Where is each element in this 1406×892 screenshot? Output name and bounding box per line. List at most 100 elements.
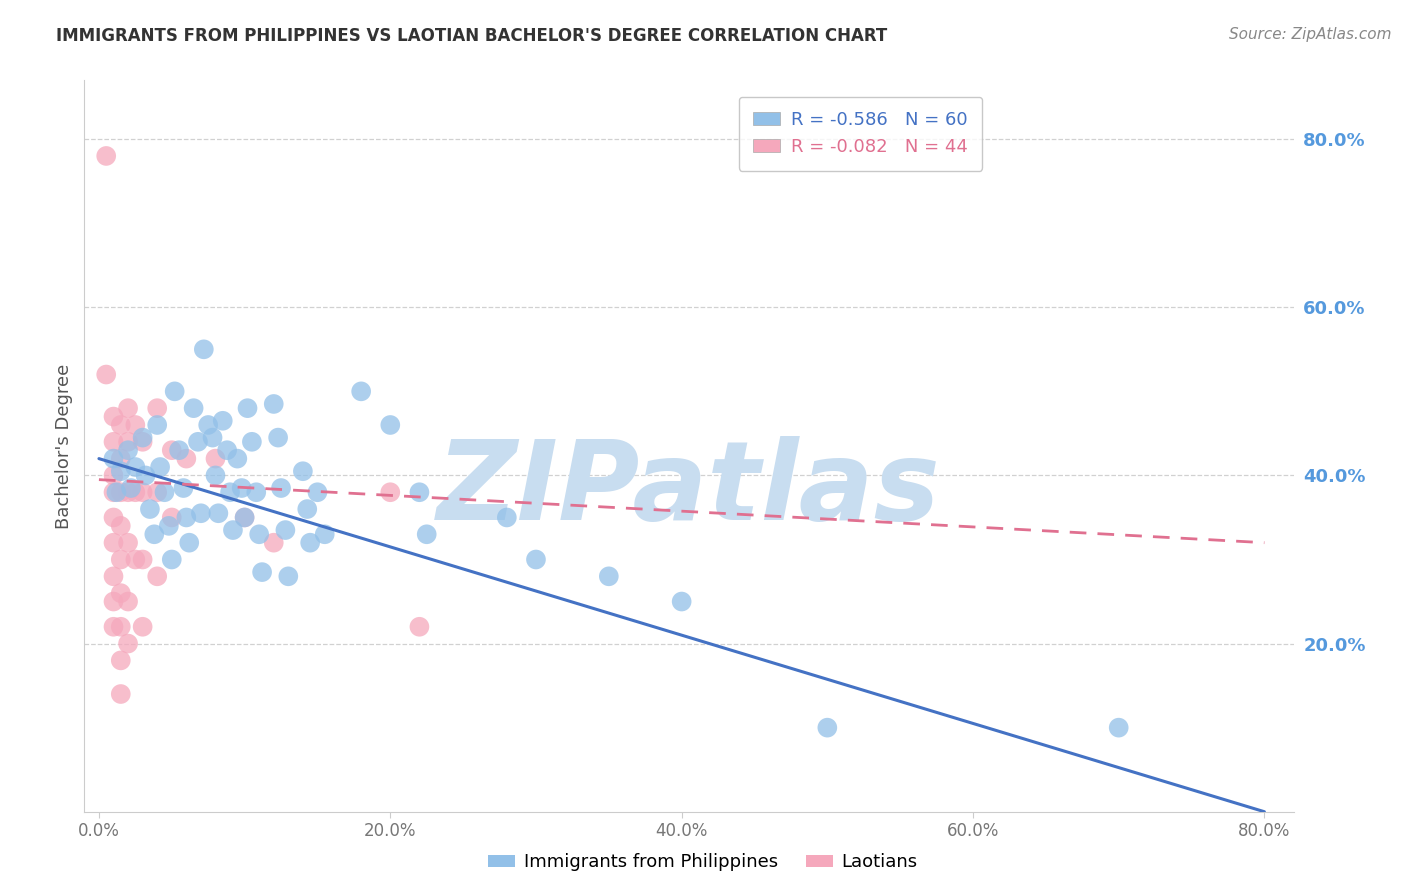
Point xyxy=(495,510,517,524)
Point xyxy=(96,368,118,382)
Point xyxy=(110,653,132,667)
Point xyxy=(124,485,146,500)
Point xyxy=(219,485,242,500)
Point xyxy=(103,409,125,424)
Point xyxy=(350,384,373,399)
Point xyxy=(291,464,314,478)
Point xyxy=(270,481,292,495)
Point xyxy=(250,565,273,579)
Point xyxy=(415,527,437,541)
Point xyxy=(117,535,139,549)
Point xyxy=(380,485,402,500)
Point xyxy=(117,636,139,650)
Point xyxy=(179,535,201,549)
Point xyxy=(172,481,194,495)
Point xyxy=(103,535,125,549)
Text: IMMIGRANTS FROM PHILIPPINES VS LAOTIAN BACHELOR'S DEGREE CORRELATION CHART: IMMIGRANTS FROM PHILIPPINES VS LAOTIAN B… xyxy=(56,27,887,45)
Point xyxy=(153,485,176,500)
Point xyxy=(408,620,430,634)
Point xyxy=(160,510,183,524)
Point xyxy=(110,687,132,701)
Point xyxy=(103,569,125,583)
Point xyxy=(143,527,166,541)
Point xyxy=(815,721,838,735)
Text: Source: ZipAtlas.com: Source: ZipAtlas.com xyxy=(1229,27,1392,42)
Point xyxy=(167,443,190,458)
Point xyxy=(120,481,142,495)
Point xyxy=(160,552,183,566)
Point xyxy=(176,510,198,524)
Point xyxy=(233,510,256,524)
Point xyxy=(183,401,205,416)
Point xyxy=(299,535,322,549)
Point xyxy=(197,417,219,432)
Point xyxy=(103,434,125,449)
Point xyxy=(1108,721,1130,735)
Point xyxy=(274,523,297,537)
Point xyxy=(314,527,336,541)
Point xyxy=(231,481,253,495)
Point xyxy=(160,443,183,458)
Point xyxy=(190,506,212,520)
Point xyxy=(103,451,125,466)
Point xyxy=(307,485,329,500)
Point xyxy=(226,451,249,466)
Point xyxy=(131,620,153,634)
Legend: R = -0.586   N = 60, R = -0.082   N = 44: R = -0.586 N = 60, R = -0.082 N = 44 xyxy=(738,96,983,170)
Point xyxy=(247,527,270,541)
Point xyxy=(117,485,139,500)
Point xyxy=(163,384,186,399)
Text: ZIPatlas: ZIPatlas xyxy=(437,436,941,543)
Point xyxy=(204,451,226,466)
Point xyxy=(117,401,139,416)
Point xyxy=(139,502,162,516)
Point xyxy=(236,401,259,416)
Point xyxy=(135,468,157,483)
Point xyxy=(297,502,319,516)
Point xyxy=(96,149,118,163)
Point xyxy=(110,451,132,466)
Point xyxy=(105,485,128,500)
Point xyxy=(110,620,132,634)
Point xyxy=(245,485,267,500)
Point xyxy=(524,552,547,566)
Point xyxy=(207,506,229,520)
Point xyxy=(267,431,290,445)
Point xyxy=(263,535,285,549)
Point xyxy=(240,434,263,449)
Point xyxy=(124,552,146,566)
Point xyxy=(408,485,430,500)
Point xyxy=(201,431,224,445)
Point xyxy=(110,519,132,533)
Point xyxy=(117,443,139,458)
Point xyxy=(263,397,285,411)
Point xyxy=(103,510,125,524)
Point xyxy=(110,485,132,500)
Point xyxy=(204,468,226,483)
Point xyxy=(124,417,146,432)
Point xyxy=(110,552,132,566)
Point xyxy=(380,417,402,432)
Point xyxy=(146,569,169,583)
Point xyxy=(211,414,233,428)
Point xyxy=(671,594,693,608)
Legend: Immigrants from Philippines, Laotians: Immigrants from Philippines, Laotians xyxy=(481,847,925,879)
Point xyxy=(157,519,180,533)
Point xyxy=(110,417,132,432)
Point xyxy=(103,594,125,608)
Point xyxy=(124,460,146,475)
Point xyxy=(146,401,169,416)
Point xyxy=(277,569,299,583)
Point xyxy=(131,485,153,500)
Point xyxy=(149,460,172,475)
Point xyxy=(217,443,239,458)
Point xyxy=(146,417,169,432)
Point xyxy=(117,434,139,449)
Point xyxy=(146,485,169,500)
Point xyxy=(103,468,125,483)
Point xyxy=(110,586,132,600)
Point xyxy=(131,431,153,445)
Point xyxy=(233,510,256,524)
Y-axis label: Bachelor's Degree: Bachelor's Degree xyxy=(55,363,73,529)
Point xyxy=(131,434,153,449)
